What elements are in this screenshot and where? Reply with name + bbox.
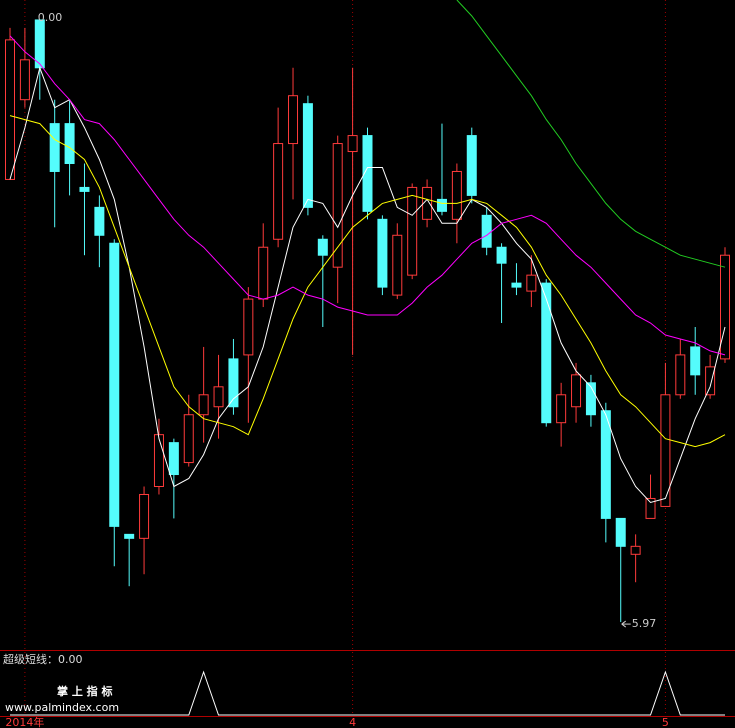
candle-body bbox=[243, 298, 254, 356]
candle-body bbox=[168, 442, 179, 476]
candle-body bbox=[436, 198, 447, 212]
candle-body bbox=[5, 39, 15, 180]
candle-body bbox=[273, 143, 284, 240]
candle-body bbox=[213, 386, 224, 408]
candle-body bbox=[19, 59, 30, 101]
candle-body bbox=[675, 354, 686, 396]
candle-body bbox=[556, 394, 567, 424]
website: www.palmindex.com bbox=[5, 701, 119, 714]
low-label: 5.97 bbox=[632, 617, 657, 630]
candle-body bbox=[600, 410, 611, 519]
indicator-label: 超级短线：0.00 bbox=[3, 652, 83, 666]
candle-body bbox=[183, 414, 194, 464]
candle-body bbox=[585, 382, 596, 416]
candle-body bbox=[451, 170, 462, 220]
high-label: 0.00 bbox=[38, 11, 63, 24]
candle-body bbox=[720, 254, 730, 360]
candle-body bbox=[392, 234, 403, 296]
ma-line bbox=[456, 0, 726, 268]
candle-body bbox=[49, 123, 60, 172]
candle-body bbox=[258, 246, 269, 300]
candle-body bbox=[481, 214, 492, 248]
candle-body bbox=[124, 533, 135, 539]
candle-body bbox=[377, 218, 388, 288]
ma-line bbox=[9, 115, 726, 448]
candle-body bbox=[466, 135, 477, 196]
x-tick-label: 5 bbox=[662, 716, 669, 728]
candle-body bbox=[645, 497, 656, 519]
candle-body bbox=[362, 135, 373, 212]
low-arrow-head bbox=[621, 620, 627, 628]
candle-body bbox=[34, 19, 45, 69]
candle-body bbox=[705, 366, 716, 396]
candle-body bbox=[422, 186, 433, 220]
candle-body bbox=[407, 186, 418, 276]
candle-body bbox=[139, 493, 150, 539]
candle-body bbox=[94, 206, 105, 236]
candle-body bbox=[541, 282, 552, 424]
candle-body bbox=[630, 545, 641, 555]
ma-line bbox=[9, 35, 726, 356]
x-tick-label: 2014年 bbox=[5, 715, 44, 728]
candle-body bbox=[615, 517, 626, 547]
indicator-line bbox=[10, 670, 725, 716]
candle-body bbox=[332, 143, 343, 268]
candle-body bbox=[660, 394, 671, 507]
candle-body bbox=[317, 238, 328, 256]
brand: 掌 上 指 标 bbox=[57, 684, 113, 698]
candle-body bbox=[288, 95, 299, 145]
candle-body bbox=[302, 103, 313, 208]
candle-body bbox=[690, 346, 701, 376]
x-tick-label: 4 bbox=[349, 716, 356, 728]
candle-body bbox=[79, 186, 90, 192]
candle-body bbox=[153, 434, 164, 488]
candle-body bbox=[347, 135, 358, 153]
candle-body bbox=[64, 123, 75, 164]
candle-body bbox=[109, 242, 120, 527]
candle-body bbox=[496, 246, 507, 264]
candle-body bbox=[571, 374, 582, 408]
candle-body bbox=[526, 274, 537, 292]
candle-body bbox=[228, 358, 239, 408]
candle-body bbox=[198, 394, 209, 416]
candle-body bbox=[511, 282, 522, 288]
